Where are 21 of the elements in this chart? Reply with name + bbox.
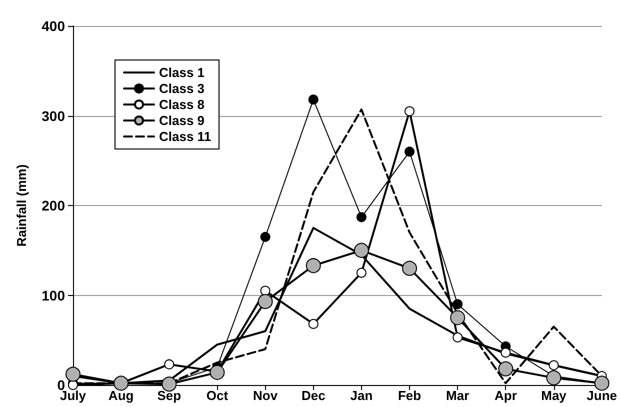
legend-label: Class 1 — [159, 65, 205, 80]
y-tick-label: 400 — [42, 18, 66, 34]
x-tick-label: Nov — [253, 388, 278, 403]
y-tick-label: 100 — [42, 287, 66, 304]
x-tick-label: May — [541, 388, 568, 403]
legend-label: Class 3 — [159, 81, 205, 96]
x-tick-label: June — [586, 388, 617, 403]
x-tick-label: Dec — [301, 388, 326, 403]
x-tick-label: Aug — [108, 388, 134, 403]
x-tick-label: Sep — [157, 388, 182, 403]
y-tick-label: 300 — [42, 108, 66, 124]
x-tick-label: Feb — [398, 388, 422, 403]
y-axis-title: Rainfall (mm) — [14, 164, 29, 247]
x-tick-label: Mar — [446, 388, 470, 403]
x-tick-label: Apr — [494, 388, 517, 403]
y-tick-label: 200 — [42, 198, 66, 214]
legend-label: Class 9 — [159, 113, 205, 128]
legend-label: Class 11 — [159, 129, 212, 144]
legend-label: Class 8 — [159, 97, 205, 112]
x-tick-label: Oct — [206, 388, 229, 403]
x-tick-label: Jan — [350, 388, 373, 403]
